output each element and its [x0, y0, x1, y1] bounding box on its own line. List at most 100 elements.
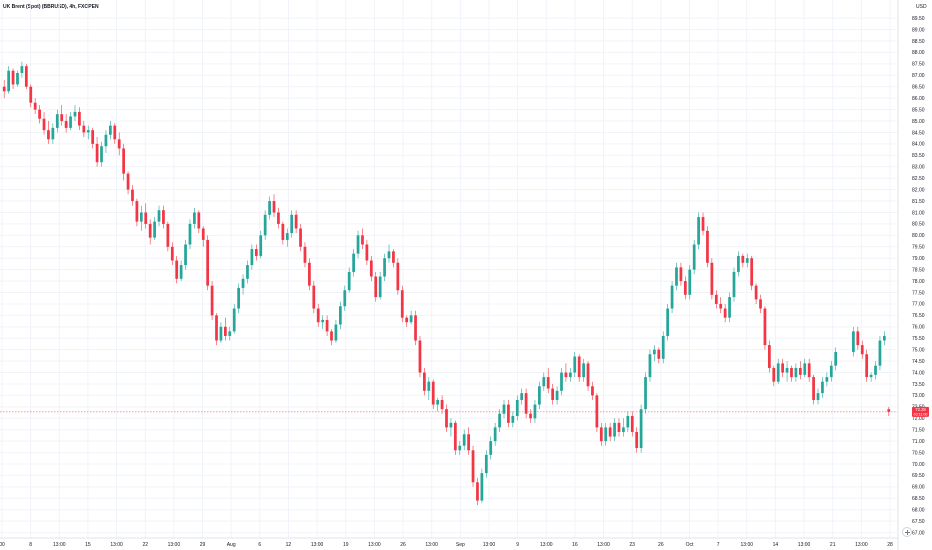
candle-body [259, 235, 263, 256]
candle-body [874, 365, 877, 375]
candle [874, 361, 877, 380]
candle-body [148, 223, 152, 238]
price-tick-label: 81.50 [912, 199, 925, 205]
candle [117, 132, 121, 156]
candle-body [299, 228, 302, 247]
candle-body [737, 255, 740, 272]
candle [20, 61, 24, 78]
candle-body [369, 260, 373, 277]
candle [630, 411, 634, 437]
candle [290, 210, 294, 238]
candle-body [414, 315, 417, 341]
candle-body [790, 367, 793, 378]
candle-body [538, 386, 541, 405]
time-tick-label: 13:00 [597, 542, 610, 548]
candle [639, 404, 643, 453]
candle-body [162, 210, 165, 224]
candle-body [55, 114, 59, 128]
candle [701, 212, 705, 236]
candle [144, 203, 148, 229]
time-tick-label: 13:00 [483, 542, 496, 548]
candle [153, 217, 156, 240]
candle-body [542, 377, 546, 387]
candle [277, 207, 280, 229]
candle-body [630, 415, 634, 432]
candle-body [728, 297, 731, 318]
candle-body [308, 262, 311, 286]
price-tick-label: 80.50 [912, 222, 925, 228]
candle [162, 205, 165, 229]
candle [462, 429, 466, 451]
candle-body [378, 276, 382, 298]
candle [515, 395, 519, 421]
time-tick-label: 29 [200, 542, 206, 548]
candle-body [69, 116, 72, 128]
price-tick-label: 77.00 [912, 302, 925, 308]
candle [502, 399, 506, 419]
candle [856, 326, 860, 350]
candle [201, 226, 205, 247]
candle [423, 367, 426, 396]
candle-body [856, 331, 860, 346]
candle [215, 313, 218, 346]
candle-body [2, 86, 6, 92]
candle-body [697, 217, 700, 245]
candle [763, 306, 767, 350]
price-tick-label: 73.50 [912, 382, 925, 388]
price-tick-label: 69.50 [912, 473, 925, 479]
candle [33, 98, 37, 115]
candle [803, 358, 807, 378]
time-tick-label: Oct [686, 542, 694, 548]
candle-body [272, 201, 276, 213]
candle [378, 271, 382, 300]
candle-body [290, 214, 294, 234]
time-tick-label: 28 [887, 542, 893, 548]
candle [653, 345, 656, 362]
candle [193, 207, 196, 229]
candle [679, 262, 683, 286]
candle [524, 388, 528, 419]
time-tick-label: 23 [629, 542, 635, 548]
candle [670, 281, 674, 314]
candle-body [60, 114, 64, 122]
candle [108, 121, 112, 140]
price-tick-label: 87.50 [912, 62, 925, 68]
candle [657, 347, 661, 364]
candle-body [445, 409, 448, 428]
candle [750, 255, 754, 291]
candle-body [95, 143, 99, 163]
price-tick-label: 88.00 [912, 50, 925, 56]
candle-body [453, 422, 457, 451]
candle-body [502, 404, 506, 414]
candle [759, 294, 762, 314]
candle-body [882, 335, 886, 341]
candle-body [330, 331, 333, 341]
candle [436, 397, 440, 412]
candle [303, 242, 307, 268]
candle-body [440, 399, 444, 410]
candle [285, 228, 289, 247]
goto-realtime-icon[interactable] [902, 527, 912, 537]
candle-body [409, 315, 413, 323]
candle-body [493, 427, 497, 442]
candle [409, 310, 413, 325]
candle-body [250, 249, 254, 266]
candle-body [246, 265, 249, 279]
candle-body [688, 269, 692, 295]
time-tick-label: 13:00 [110, 542, 123, 548]
candle [228, 326, 232, 341]
time-tick-label: 16 [572, 542, 578, 548]
candle-body [604, 427, 608, 442]
candle [281, 221, 285, 245]
price-tick-label: 70.00 [912, 462, 925, 468]
candle [865, 349, 869, 382]
candle-body [759, 299, 762, 309]
candle-body [47, 130, 50, 140]
candle-body [657, 349, 661, 359]
price-tick-label: 83.00 [912, 165, 925, 171]
candle-body [338, 306, 342, 325]
time-tick-label: 15 [85, 542, 91, 548]
price-tick-label: 85.50 [912, 107, 925, 113]
